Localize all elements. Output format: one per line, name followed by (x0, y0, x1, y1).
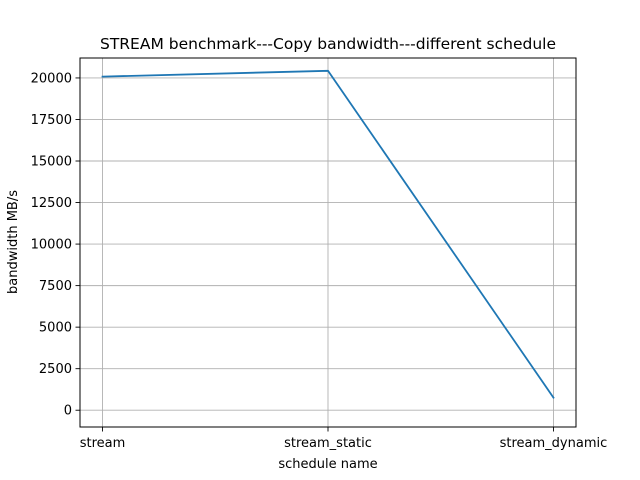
y-tick-label: 7500 (39, 279, 72, 294)
chart-title: STREAM benchmark---Copy bandwidth---diff… (100, 35, 556, 53)
y-tick-label: 2500 (39, 362, 72, 377)
x-axis: stream stream_static stream_dynamic (80, 427, 608, 451)
x-tick-label: stream_dynamic (500, 436, 608, 451)
x-tick-label: stream_static (284, 436, 372, 451)
y-tick-label: 5000 (39, 321, 72, 336)
y-tick-label: 10000 (31, 238, 72, 253)
y-axis-label: bandwidth MB/s (6, 190, 21, 294)
series-layer (101, 69, 555, 399)
x-tick-label: stream (80, 436, 126, 451)
grid-lines (80, 58, 576, 427)
y-tick-label: 20000 (31, 71, 72, 86)
y-tick-label: 17500 (31, 113, 72, 128)
y-tick-label: 0 (64, 404, 72, 419)
y-tick-label: 15000 (31, 155, 72, 170)
x-axis-label: schedule name (278, 457, 377, 472)
y-axis: 0 2500 5000 7500 10000 12500 15000 17500 20000 (31, 71, 80, 419)
y-tick-label: 12500 (31, 196, 72, 211)
